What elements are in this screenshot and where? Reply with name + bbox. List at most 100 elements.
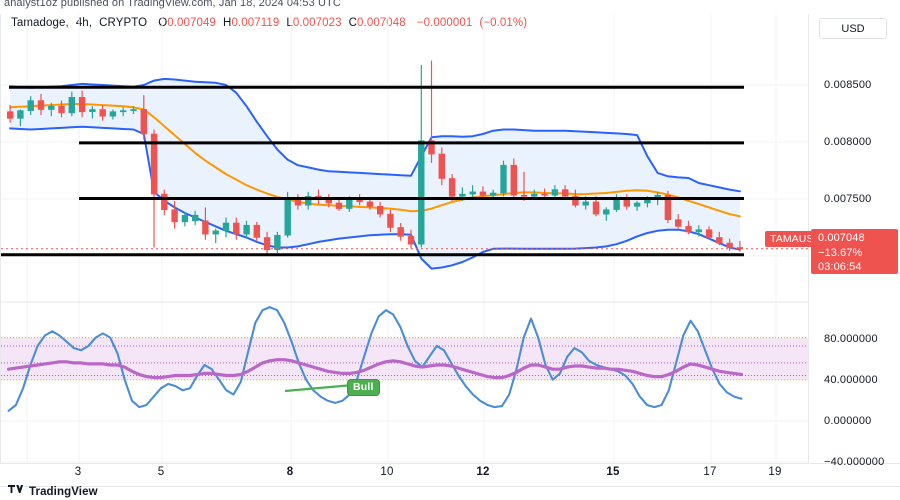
candle-body-58 <box>603 209 610 215</box>
legend-symbol[interactable]: Tamadoge <box>11 17 66 29</box>
time-tick-2: 8 <box>286 466 294 478</box>
legend-low-label: L <box>286 17 293 29</box>
time-tick-3: 10 <box>380 466 394 478</box>
candle-body-25 <box>263 237 271 250</box>
legend-close-value: 0.007048 <box>357 17 406 29</box>
attribution-text: analyst1oz published on TradingView.com,… <box>4 0 341 9</box>
candle-body-12 <box>130 109 137 112</box>
tradingview-logo[interactable]: TradingView <box>8 485 98 499</box>
chart-plot-area[interactable]: Bull <box>0 14 809 464</box>
candle-body-29 <box>304 196 312 206</box>
candle-body-22 <box>233 222 240 235</box>
candle-body-7 <box>78 97 86 113</box>
legend-change-abs: −0.000001 <box>416 17 473 29</box>
legend-low-value: 0.007023 <box>292 17 342 29</box>
candle-body-67 <box>695 229 703 233</box>
legend-high-value: 0.007119 <box>231 17 280 29</box>
footer-bar: TradingView <box>0 485 900 500</box>
candle-body-42 <box>438 153 445 179</box>
candle-body-24 <box>253 224 260 238</box>
symbol-legend[interactable]: Tamadoge, 4h, CRYPTO O0.007049 H0.007119 L0.0… <box>11 17 528 29</box>
candle-body-44 <box>459 193 466 197</box>
candle-body-39 <box>407 236 415 245</box>
bollinger-band-fill <box>10 78 740 269</box>
legend-high-label: H <box>223 17 232 29</box>
candle-body-53 <box>551 189 559 196</box>
price-tick-1: 0.008000 <box>824 136 872 148</box>
bull-signal-badge[interactable]: Bull <box>348 380 379 395</box>
candle-body-4 <box>48 105 55 110</box>
candle-body-13 <box>140 109 147 135</box>
candle-body-52 <box>541 193 548 196</box>
oscillator-fast-line <box>7 306 743 412</box>
candle-body-20 <box>212 230 219 235</box>
time-tick-0: 3 <box>74 466 82 478</box>
candle-body-3 <box>37 100 45 110</box>
chart-svg <box>1 14 808 463</box>
candle-body-43 <box>448 178 456 197</box>
indicator-tick-0: 80.000000 <box>824 333 878 345</box>
candle-body-36 <box>376 206 384 215</box>
tradingview-brand-label: TradingView <box>29 486 98 498</box>
candle-body-11 <box>120 110 127 113</box>
candle-body-56 <box>582 201 589 206</box>
candle-body-32 <box>335 202 343 209</box>
candle-body-66 <box>685 226 692 233</box>
candle-body-8 <box>89 109 96 113</box>
candle-body-64 <box>664 194 672 220</box>
candle-body-35 <box>366 201 374 207</box>
current-price-value: 0.007048 <box>818 232 865 244</box>
legend-open-label: O <box>158 17 168 29</box>
candle-body-69 <box>716 237 723 244</box>
candle-body-27 <box>284 198 291 236</box>
indicator-tick-1: 40.000000 <box>824 374 878 386</box>
candle-body-16 <box>171 209 178 223</box>
candle-body-65 <box>674 219 682 227</box>
candle-body-61 <box>633 202 641 207</box>
candle-body-41 <box>428 140 435 155</box>
time-tick-6: 17 <box>703 466 717 478</box>
legend-exchange: CRYPTO <box>99 17 148 29</box>
moving-average-line <box>9 103 741 218</box>
candle-body-2 <box>27 100 34 111</box>
candle-body-57 <box>592 201 600 215</box>
candle-body-31 <box>325 199 332 204</box>
time-tick-1: 5 <box>157 466 165 478</box>
candle-body-49 <box>510 164 517 196</box>
candle-body-26 <box>274 235 281 251</box>
current-price-tag: 0.007048 −13.67% 03:06:54 <box>811 229 898 274</box>
bar-countdown: 03:06:54 <box>818 261 862 274</box>
bull-connector-line <box>284 383 354 393</box>
candle-body-71 <box>736 247 744 250</box>
candle-body-46 <box>479 191 487 196</box>
legend-change-pct: (−0.01%) <box>479 17 528 29</box>
candle-body-50 <box>520 194 528 197</box>
time-axis[interactable]: 3 5 8 10 12 15 17 19 <box>0 464 809 486</box>
candle-body-48 <box>500 164 507 194</box>
price-tick-2: 0.007500 <box>824 193 872 205</box>
legend-open-value: 0.007049 <box>167 17 217 29</box>
indicator-tick-3: −40.000000 <box>824 456 885 468</box>
candle-body-38 <box>397 227 404 237</box>
bollinger-lower-line <box>9 125 741 270</box>
candle-body-19 <box>202 220 209 235</box>
candle-body-68 <box>705 229 713 238</box>
currency-selector[interactable]: USD <box>819 18 887 39</box>
candle-body-54 <box>561 189 569 197</box>
chart-canvas <box>1 14 808 463</box>
candle-body-6 <box>68 97 76 114</box>
candle-body-15 <box>161 193 168 211</box>
candle-body-21 <box>222 222 230 232</box>
candle-body-40 <box>418 140 425 245</box>
symbol-price-tag: TAMAUSD <box>765 231 827 247</box>
price-axis[interactable]: USD 0.008500 0.008000 0.007500 80.000000 40… <box>810 14 900 468</box>
candle-body-55 <box>572 196 579 206</box>
legend-close-label: C <box>348 17 358 29</box>
candle-body-9 <box>99 109 106 117</box>
time-tick-7: 19 <box>768 466 782 478</box>
candle-body-59 <box>613 198 620 210</box>
candle-body-18 <box>192 214 199 222</box>
candle-body-17 <box>181 214 189 223</box>
price-tick-0: 0.008500 <box>824 79 872 91</box>
